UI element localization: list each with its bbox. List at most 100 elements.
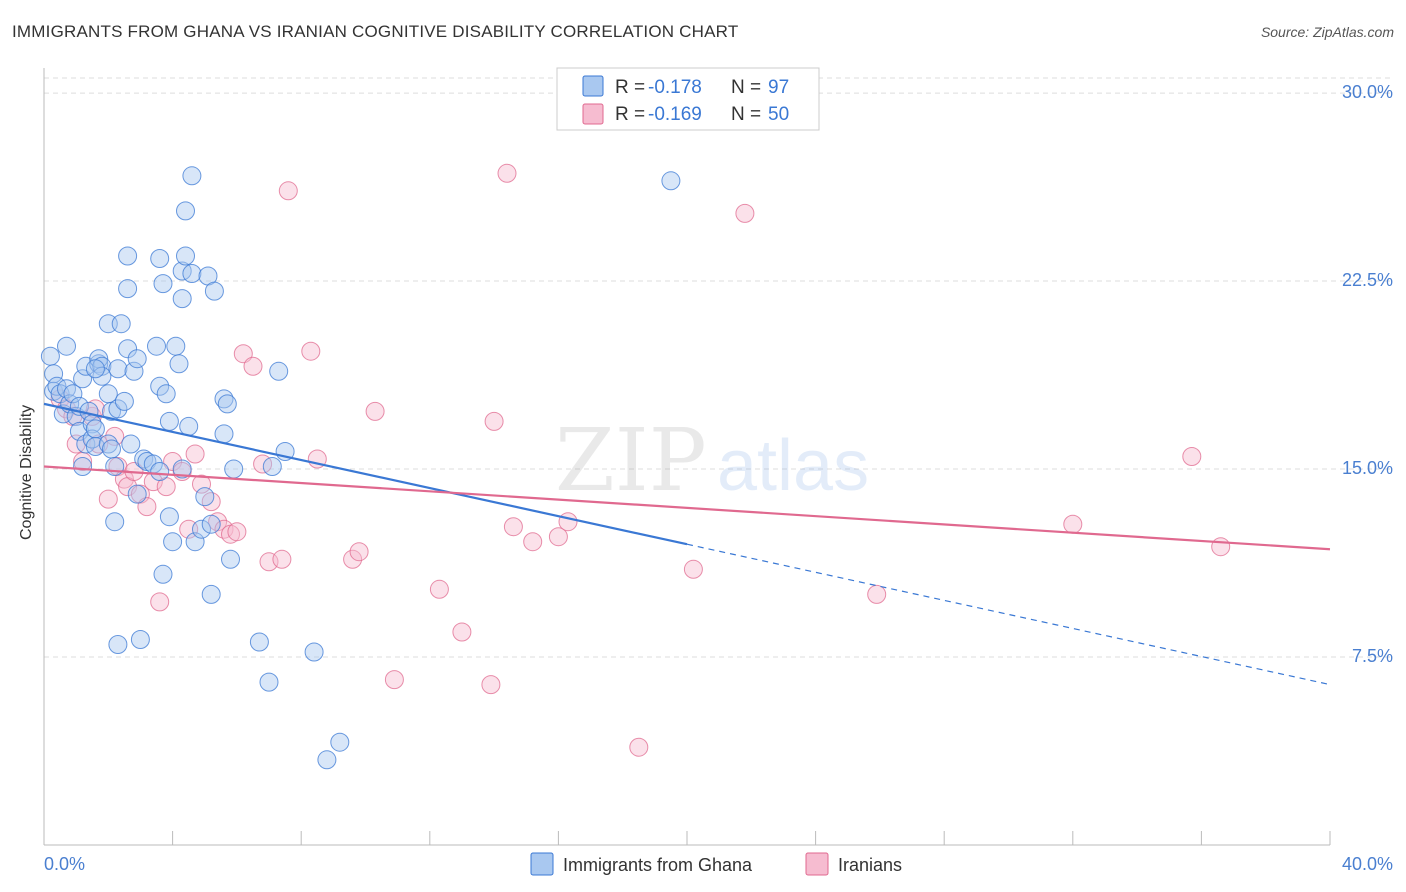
bottom-legend-label-iranians: Iranians [838, 855, 902, 875]
pink-point-40 [384, 670, 404, 690]
pink-point-23 [192, 474, 211, 494]
blue-point-78 [214, 389, 234, 409]
y-tick-label-0: 7.5% [1352, 646, 1393, 666]
blue-point-33 [105, 457, 125, 476]
blue-point-56 [156, 384, 176, 404]
blue-point-54 [153, 274, 173, 294]
pink-point-24 [201, 492, 221, 512]
blue-point-71 [192, 519, 211, 539]
blue-point-25 [92, 366, 112, 386]
blue-point-36 [108, 359, 128, 379]
pink-point-29 [233, 344, 253, 364]
pink-point-47 [523, 532, 543, 552]
bottom-legend: Immigrants from Ghana Iranians [530, 852, 902, 876]
blue-point-20 [85, 419, 105, 439]
blue-point-65 [176, 246, 195, 266]
blue-point-64 [172, 459, 192, 479]
watermark-atlas: atlas [717, 426, 869, 506]
blue-point-37 [111, 314, 131, 334]
blue-point-40 [118, 279, 138, 299]
blue-point-88 [317, 750, 337, 770]
x-tick-label-0: 0.0% [44, 854, 85, 874]
y-tick-label-1: 15.0% [1342, 458, 1393, 478]
blue-point-55 [153, 564, 173, 584]
blue-point-70 [185, 532, 205, 552]
x-tick-labels: 0.0% 40.0% [44, 854, 1393, 874]
y-tick-label-3: 30.0% [1342, 82, 1393, 102]
blue-point-89 [330, 732, 350, 752]
blue-point-39 [118, 246, 138, 266]
blue-point-76 [204, 281, 224, 301]
pink-point-37 [343, 549, 363, 569]
blue-point-74 [201, 584, 221, 604]
pink-point-17 [150, 592, 170, 612]
pink-point-43 [481, 675, 501, 695]
bottom-legend-label-ghana: Immigrants from Ghana [563, 855, 753, 875]
pink-point-52 [735, 203, 755, 223]
blue-point-79 [217, 394, 237, 414]
legend-r-value-1: -0.178 [648, 77, 702, 98]
blue-point-52 [150, 462, 170, 481]
blue-point-8 [63, 384, 83, 404]
blue-point-9 [57, 336, 76, 356]
blue-point-72 [195, 487, 215, 507]
blue-point-82 [249, 632, 269, 652]
blue-point-63 [172, 289, 192, 309]
blue-point-26 [85, 359, 105, 379]
pink-point-51 [683, 559, 703, 579]
x-tick-label-1: 40.0% [1342, 854, 1393, 874]
blue-point-28 [98, 434, 118, 454]
blue-point-58 [159, 411, 179, 431]
legend-box: R = -0.178 N = 97 R = -0.169 N = 50 [556, 67, 820, 131]
blue-point-22 [89, 354, 109, 374]
blue-point-51 [150, 376, 170, 396]
pink-point-41 [429, 579, 449, 599]
legend-swatch-pink [582, 103, 604, 125]
pink-point-49 [558, 512, 578, 532]
blue-point-47 [134, 449, 154, 469]
blue-point-46 [130, 630, 150, 649]
legend-n-label-1: N = [731, 77, 761, 98]
pink-point-33 [272, 549, 292, 569]
watermark: ZIP atlas [555, 411, 869, 511]
pink-point-38 [349, 542, 369, 562]
pink-point-15 [137, 497, 157, 517]
blue-point-13 [73, 369, 93, 389]
blue-point-42 [121, 434, 141, 454]
blue-point-77 [214, 424, 234, 444]
blue-point-38 [114, 391, 134, 411]
bottom-legend-swatch-pink [805, 852, 829, 876]
pink-point-48 [548, 527, 568, 547]
y-tick-label-2: 22.5% [1342, 270, 1393, 290]
axes [43, 68, 1331, 846]
legend-n-value-2: 50 [768, 104, 789, 125]
blue-point-50 [147, 336, 166, 356]
pink-point-50 [629, 737, 649, 757]
pink-point-44 [484, 411, 504, 431]
pink-point-45 [497, 163, 517, 183]
pink-point-46 [503, 517, 523, 537]
pink-point-53 [867, 584, 887, 604]
legend-r-value-2: -0.169 [648, 104, 702, 125]
pink-point-42 [452, 622, 472, 642]
pink-point-54 [1063, 514, 1083, 534]
pink-point-55 [1182, 447, 1202, 466]
pink-point-22 [185, 444, 205, 464]
blue-point-83 [259, 672, 279, 692]
source-label: Source: ZipAtlas.com [1260, 24, 1394, 40]
blue-point-60 [166, 336, 186, 356]
blue-point-75 [201, 514, 221, 534]
legend-r-label-2: R = [615, 104, 645, 125]
blue-point-30 [98, 314, 118, 334]
legend-r-label-1: R = [615, 77, 645, 98]
pink-point-39 [365, 401, 385, 421]
pink-point-28 [227, 522, 247, 542]
blue-point-66 [176, 201, 195, 221]
pink-point-35 [301, 341, 321, 361]
pink-point-56 [1211, 537, 1231, 557]
pink-point-19 [163, 452, 183, 471]
blue-point-31 [102, 439, 121, 459]
pink-point-9 [105, 426, 125, 446]
pink-point-34 [278, 181, 298, 201]
